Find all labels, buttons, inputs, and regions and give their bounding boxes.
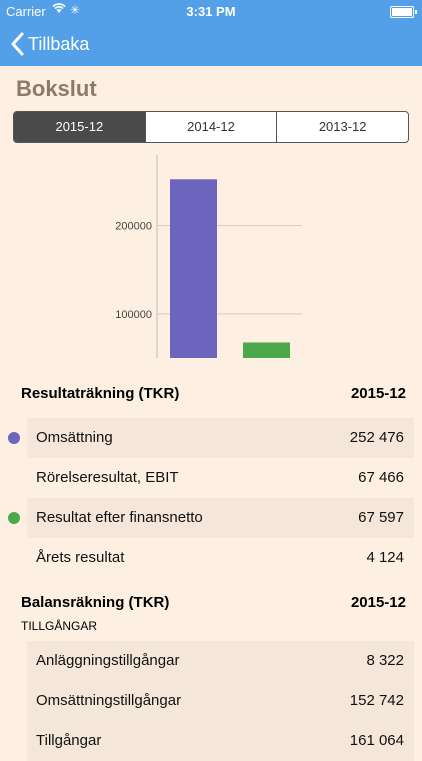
carrier-label: Carrier xyxy=(6,4,46,19)
bar-omsattning xyxy=(170,179,217,358)
balance-sheet-header: Balansräkning (TKR) 2015-12 xyxy=(21,594,406,611)
y-tick-label: 200000 xyxy=(115,221,152,233)
row-value: 4 124 xyxy=(366,549,404,566)
row-label: Rörelseresultat, EBIT xyxy=(36,469,179,486)
tab-2013-12[interactable]: 2013-12 xyxy=(276,112,408,142)
row-label: Anläggningstillgångar xyxy=(36,652,180,669)
row-label: Årets resultat xyxy=(36,549,125,566)
back-button[interactable]: Tillbaka xyxy=(10,30,89,58)
row-value: 161 064 xyxy=(349,732,404,749)
table-row: Anläggningstillgångar 8 322 xyxy=(27,641,414,681)
table-row: Årets resultat 4 124 xyxy=(27,538,414,578)
row-label: Omsättning xyxy=(36,429,113,446)
balance-sheet-title: Balansräkning (TKR) xyxy=(21,594,170,611)
chevron-left-icon xyxy=(11,32,24,56)
income-statement-period: 2015-12 xyxy=(350,385,406,402)
clock: 3:31 PM xyxy=(186,4,236,19)
bar-resultat-efter-finansnetto xyxy=(243,342,290,358)
legend-dot-resultat xyxy=(8,512,20,524)
assets-subheader: TILLGÅNGAR xyxy=(21,619,98,633)
activity-icon: ✳ xyxy=(70,3,81,17)
period-segmented-control: 2015-12 2014-12 2013-12 xyxy=(13,111,409,143)
tab-2015-12[interactable]: 2015-12 xyxy=(14,112,145,142)
income-statement-title: Resultaträkning (TKR) xyxy=(21,385,180,402)
bar-chart: 100000 200000 xyxy=(115,155,302,358)
table-row: Omsättning 252 476 xyxy=(27,418,414,458)
balance-sheet-period: 2015-12 xyxy=(350,594,406,611)
row-label: Omsättningstillgångar xyxy=(36,692,182,709)
row-value: 252 476 xyxy=(349,429,404,446)
row-label: Tillgångar xyxy=(36,732,102,749)
row-value: 8 322 xyxy=(366,652,404,669)
row-value: 67 597 xyxy=(358,509,404,526)
legend-dot-omsattning xyxy=(8,432,20,444)
row-label: Resultat efter finansnetto xyxy=(36,509,203,526)
income-statement-header: Resultaträkning (TKR) 2015-12 xyxy=(21,385,406,402)
row-value: 152 742 xyxy=(349,692,404,709)
y-tick-label: 100000 xyxy=(115,309,152,321)
table-row: Omsättningstillgångar 152 742 xyxy=(27,681,414,721)
table-row: Tillgångar 161 064 xyxy=(27,721,414,761)
page-title: Bokslut xyxy=(16,76,97,101)
battery-icon xyxy=(390,6,417,18)
wifi-icon xyxy=(52,2,66,17)
table-row: Rörelseresultat, EBIT 67 466 xyxy=(27,458,414,498)
row-value: 67 466 xyxy=(358,469,404,486)
tab-2014-12[interactable]: 2014-12 xyxy=(144,112,277,142)
table-row: Resultat efter finansnetto 67 597 xyxy=(27,498,414,538)
nav-bar: Tillbaka xyxy=(0,22,422,66)
back-label: Tillbaka xyxy=(28,33,90,54)
status-bar: Carrier ✳ 3:31 PM xyxy=(0,0,422,22)
